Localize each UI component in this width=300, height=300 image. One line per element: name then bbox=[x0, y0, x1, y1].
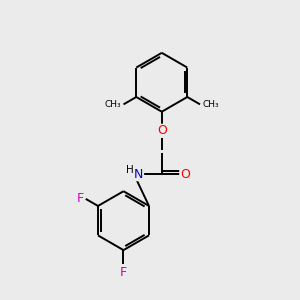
Text: F: F bbox=[120, 266, 127, 279]
Text: N: N bbox=[134, 168, 143, 181]
Text: F: F bbox=[77, 192, 84, 206]
Text: O: O bbox=[157, 124, 167, 137]
Text: H: H bbox=[126, 165, 134, 175]
Text: O: O bbox=[180, 168, 190, 181]
Text: CH₃: CH₃ bbox=[104, 100, 121, 109]
Text: CH₃: CH₃ bbox=[202, 100, 219, 109]
